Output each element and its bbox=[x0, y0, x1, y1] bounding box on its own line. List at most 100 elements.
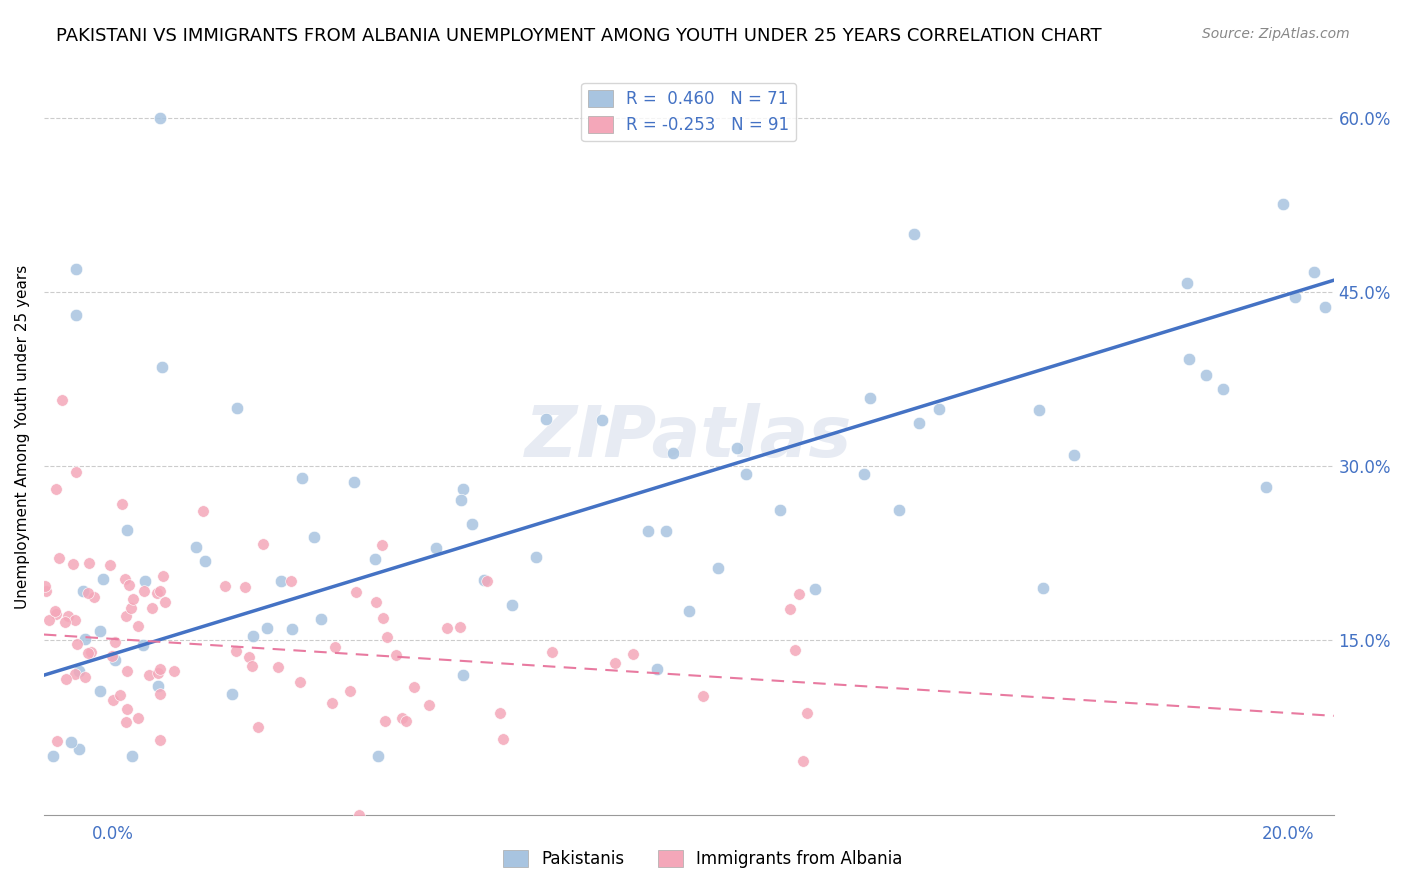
Point bbox=[225, 644, 247, 658]
Point bbox=[725, 441, 748, 455]
Point bbox=[472, 574, 495, 588]
Point bbox=[321, 696, 343, 710]
Point bbox=[304, 530, 326, 544]
Point bbox=[233, 580, 256, 594]
Point bbox=[391, 711, 413, 725]
Point bbox=[450, 493, 472, 508]
Point bbox=[101, 693, 124, 707]
Point bbox=[62, 557, 84, 571]
Point bbox=[66, 637, 89, 651]
Point bbox=[48, 551, 70, 566]
Point bbox=[53, 615, 76, 629]
Point bbox=[117, 523, 139, 537]
Point bbox=[534, 412, 557, 426]
Point bbox=[343, 475, 366, 490]
Point bbox=[80, 645, 103, 659]
Point bbox=[323, 640, 346, 655]
Point bbox=[1254, 480, 1277, 494]
Point bbox=[153, 595, 176, 609]
Point bbox=[115, 702, 138, 716]
Point bbox=[34, 579, 56, 593]
Point bbox=[461, 516, 484, 531]
Point bbox=[252, 537, 274, 551]
Point bbox=[501, 598, 523, 612]
Point bbox=[450, 620, 472, 634]
Point bbox=[621, 647, 644, 661]
Point bbox=[59, 735, 82, 749]
Point bbox=[221, 687, 243, 701]
Point bbox=[425, 541, 447, 555]
Point bbox=[591, 413, 613, 427]
Point bbox=[149, 687, 172, 701]
Point bbox=[141, 601, 163, 615]
Point bbox=[42, 749, 65, 764]
Point bbox=[134, 574, 156, 589]
Point bbox=[436, 622, 458, 636]
Point bbox=[375, 630, 398, 644]
Point bbox=[364, 552, 387, 566]
Point bbox=[148, 679, 170, 693]
Point bbox=[67, 664, 90, 678]
Point bbox=[270, 574, 292, 589]
Point bbox=[662, 446, 685, 460]
Point bbox=[146, 586, 169, 600]
Point bbox=[451, 483, 474, 497]
Point bbox=[214, 579, 236, 593]
Point bbox=[707, 561, 730, 575]
Point bbox=[489, 706, 512, 720]
Point bbox=[184, 540, 207, 554]
Point bbox=[65, 308, 87, 322]
Point bbox=[75, 670, 97, 684]
Point bbox=[371, 538, 394, 552]
Point bbox=[541, 645, 564, 659]
Point bbox=[132, 638, 155, 652]
Point bbox=[89, 684, 111, 698]
Point bbox=[654, 524, 676, 538]
Point bbox=[46, 734, 69, 748]
Point bbox=[256, 621, 278, 635]
Point bbox=[637, 524, 659, 538]
Point bbox=[371, 611, 394, 625]
Point bbox=[120, 601, 142, 615]
Point bbox=[72, 583, 94, 598]
Point bbox=[526, 549, 548, 564]
Point bbox=[65, 261, 87, 276]
Point bbox=[65, 465, 87, 479]
Point bbox=[191, 504, 214, 518]
Point bbox=[395, 714, 418, 729]
Point bbox=[101, 648, 124, 663]
Point bbox=[344, 585, 367, 599]
Point bbox=[1063, 448, 1085, 462]
Point bbox=[194, 554, 217, 568]
Point bbox=[779, 602, 801, 616]
Point bbox=[281, 622, 304, 636]
Point bbox=[903, 227, 925, 241]
Legend: R =  0.460   N = 71, R = -0.253   N = 91: R = 0.460 N = 71, R = -0.253 N = 91 bbox=[581, 83, 796, 141]
Point bbox=[451, 668, 474, 682]
Point bbox=[114, 609, 136, 624]
Point bbox=[475, 574, 498, 589]
Point bbox=[1315, 300, 1337, 314]
Point bbox=[769, 503, 792, 517]
Point bbox=[111, 497, 134, 511]
Point bbox=[44, 607, 66, 621]
Point bbox=[44, 604, 66, 618]
Point bbox=[73, 632, 96, 647]
Point bbox=[385, 648, 408, 662]
Point bbox=[115, 665, 138, 679]
Point bbox=[138, 668, 160, 682]
Point bbox=[89, 624, 111, 639]
Point bbox=[149, 111, 172, 125]
Point bbox=[492, 732, 515, 747]
Point bbox=[35, 583, 58, 598]
Point bbox=[787, 586, 810, 600]
Point bbox=[226, 401, 249, 415]
Point bbox=[645, 662, 668, 676]
Point bbox=[149, 732, 172, 747]
Point bbox=[1303, 265, 1326, 279]
Point bbox=[163, 664, 186, 678]
Point bbox=[309, 612, 332, 626]
Point bbox=[859, 392, 882, 406]
Point bbox=[63, 667, 86, 681]
Point bbox=[1032, 581, 1054, 595]
